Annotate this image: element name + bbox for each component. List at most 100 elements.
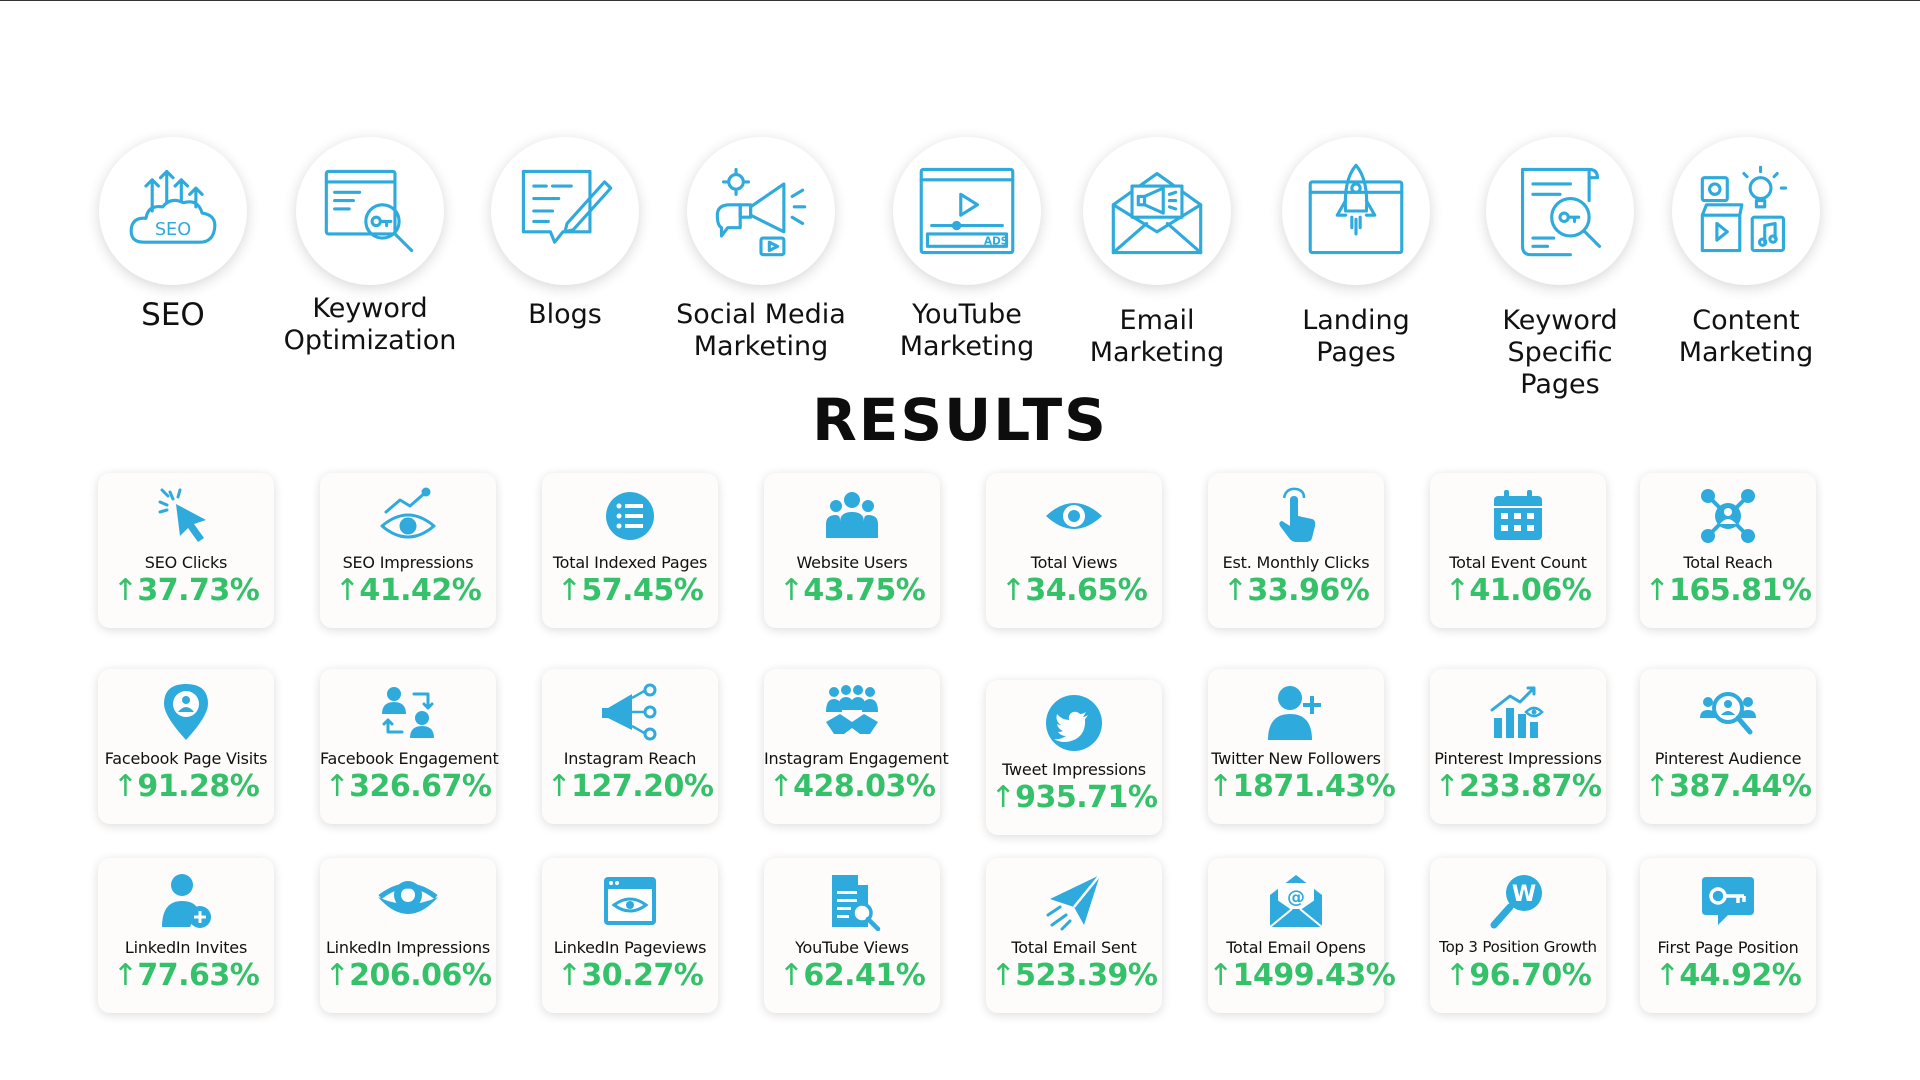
metric-value: ↑37.73% bbox=[112, 573, 260, 608]
service-keyword-specific-pages: Keyword Specific Pages bbox=[1450, 137, 1670, 401]
up-arrow-icon: ↑ bbox=[1208, 769, 1233, 804]
key-chat-icon bbox=[1702, 877, 1754, 925]
metric-label: YouTube Views bbox=[795, 938, 909, 957]
metric-label: Total Indexed Pages bbox=[552, 553, 708, 572]
metric-card-total-views: Total Views ↑34.65% bbox=[986, 473, 1162, 628]
metric-card-linkedin-impressions: LinkedIn Impressions ↑206.06% bbox=[320, 858, 496, 1013]
seo-cloud-icon: SEO bbox=[129, 169, 217, 244]
metric-value: ↑206.06% bbox=[324, 958, 492, 993]
metric-card-twitter-new-followers: Twitter New Followers ↑1871.43% bbox=[1208, 669, 1396, 824]
metric-label: Website Users bbox=[796, 553, 908, 572]
up-arrow-icon: ↑ bbox=[324, 769, 350, 804]
metric-label: Total Email Sent bbox=[1011, 938, 1137, 957]
service-label: Social Media Marketing bbox=[676, 299, 846, 362]
metric-label: SEO Impressions bbox=[342, 553, 474, 572]
email-megaphone-icon bbox=[1111, 172, 1203, 255]
user-add-icon bbox=[162, 874, 211, 928]
metric-value: ↑1871.43% bbox=[1208, 769, 1396, 804]
metric-label: Total Views bbox=[1030, 553, 1118, 572]
svg-text:ADS: ADS bbox=[984, 235, 1008, 247]
cursor-click-icon bbox=[158, 488, 206, 542]
up-arrow-icon: ↑ bbox=[1434, 769, 1460, 804]
service-label: SEO bbox=[141, 297, 205, 333]
metric-card-website-users: Website Users ↑43.75% bbox=[764, 473, 940, 628]
metric-card-total-indexed-pages: Total Indexed Pages ↑57.45% bbox=[542, 473, 718, 628]
up-arrow-icon: ↑ bbox=[556, 958, 582, 993]
metric-label: Instagram Engagement bbox=[764, 749, 949, 768]
email-open-icon: @ bbox=[1269, 875, 1323, 928]
service-content-marketing: Content Marketing bbox=[1636, 137, 1856, 369]
metric-label: Pinterest Impressions bbox=[1434, 749, 1602, 768]
hand-tap-icon bbox=[1279, 487, 1316, 542]
rocket-browser-icon bbox=[1308, 163, 1404, 255]
metric-card-linkedin-pageviews: LinkedIn Pageviews ↑30.27% bbox=[542, 858, 718, 1013]
service-label: Keyword Specific Pages bbox=[1502, 305, 1618, 400]
metric-label: Total Reach bbox=[1683, 553, 1773, 572]
paper-plane-icon bbox=[1046, 874, 1101, 931]
up-arrow-icon: ↑ bbox=[1000, 573, 1026, 608]
keyword-search-icon bbox=[324, 169, 414, 253]
metric-value: ↑935.71% bbox=[990, 780, 1158, 815]
metric-card-linkedin-invites: LinkedIn Invites ↑77.63% bbox=[98, 858, 274, 1013]
metric-label: First Page Position bbox=[1657, 938, 1799, 957]
eye-chart-icon bbox=[380, 487, 436, 539]
metric-value: ↑44.92% bbox=[1654, 958, 1802, 993]
people-exchange-icon bbox=[382, 687, 434, 738]
up-arrow-icon: ↑ bbox=[990, 780, 1016, 815]
service-seo: SEO SEO bbox=[63, 137, 283, 331]
metric-label: Instagram Reach bbox=[563, 749, 697, 768]
service-blogs: Blogs bbox=[455, 137, 675, 331]
metric-label: Total Event Count bbox=[1449, 553, 1587, 572]
metric-label: Top 3 Position Growth bbox=[1439, 938, 1597, 956]
up-arrow-icon: ↑ bbox=[1208, 958, 1233, 993]
up-arrow-icon: ↑ bbox=[1444, 573, 1470, 608]
metric-label: SEO Clicks bbox=[144, 553, 228, 572]
metric-card-seo-impressions: SEO Impressions ↑41.42% bbox=[320, 473, 496, 628]
service-label: Keyword Optimization bbox=[283, 293, 457, 356]
bar-chart-growth-icon bbox=[1490, 686, 1544, 738]
metric-card-total-email-opens: @ Total Email Opens ↑1499.43% bbox=[1208, 858, 1396, 1013]
add-user-icon bbox=[1268, 686, 1321, 740]
metric-card-total-reach: Total Reach ↑165.81% bbox=[1640, 473, 1816, 628]
metric-value: ↑233.87% bbox=[1434, 769, 1602, 804]
metric-value: ↑165.81% bbox=[1644, 573, 1812, 608]
up-arrow-icon: ↑ bbox=[1644, 573, 1670, 608]
up-arrow-icon: ↑ bbox=[768, 769, 794, 804]
svg-text:SEO: SEO bbox=[155, 220, 191, 240]
metric-card-first-page-position: First Page Position ↑44.92% bbox=[1640, 858, 1816, 1013]
up-arrow-icon: ↑ bbox=[1644, 769, 1670, 804]
results-title: RESULTS bbox=[812, 386, 1108, 454]
metric-card-facebook-engagement: Facebook Engagement ↑326.67% bbox=[320, 669, 499, 824]
metric-value: ↑62.41% bbox=[778, 958, 926, 993]
metric-value: ↑41.42% bbox=[334, 573, 482, 608]
service-social-media-marketing: Social Media Marketing bbox=[651, 137, 871, 363]
eye-large-icon bbox=[378, 881, 438, 914]
metric-label: LinkedIn Impressions bbox=[325, 938, 491, 957]
content-media-icon bbox=[1700, 165, 1788, 253]
svg-text:@: @ bbox=[1287, 887, 1305, 908]
metric-value: ↑387.44% bbox=[1644, 769, 1812, 804]
metric-card-tweet-impressions: Tweet Impressions ↑935.71% bbox=[986, 680, 1162, 835]
metric-value: ↑428.03% bbox=[768, 769, 936, 804]
up-arrow-icon: ↑ bbox=[778, 958, 804, 993]
megaphone-icon bbox=[715, 167, 807, 257]
up-arrow-icon: ↑ bbox=[990, 958, 1016, 993]
up-arrow-icon: ↑ bbox=[1222, 573, 1248, 608]
metric-value: ↑326.67% bbox=[324, 769, 492, 804]
metric-card-top-3-position-growth: W Top 3 Position Growth ↑96.70% bbox=[1430, 858, 1606, 1013]
metric-label: Twitter New Followers bbox=[1211, 749, 1381, 768]
metric-card-total-email-sent: Total Email Sent ↑523.39% bbox=[986, 858, 1162, 1013]
metric-value: ↑57.45% bbox=[556, 573, 704, 608]
metric-label: Tweet Impressions bbox=[1002, 760, 1146, 779]
metric-card-instagram-reach: Instagram Reach ↑127.20% bbox=[542, 669, 718, 824]
up-arrow-icon: ↑ bbox=[112, 958, 138, 993]
metric-value: ↑91.28% bbox=[112, 769, 260, 804]
metric-label: LinkedIn Invites bbox=[124, 938, 248, 957]
metric-label: Pinterest Audience bbox=[1654, 749, 1802, 768]
metric-value: ↑30.27% bbox=[556, 958, 704, 993]
browser-eye-icon bbox=[604, 877, 656, 925]
service-landing-pages: Landing Pages bbox=[1246, 137, 1466, 369]
calendar-icon bbox=[1494, 490, 1542, 540]
metric-card-instagram-engagement: Instagram Engagement ↑428.03% bbox=[764, 669, 949, 824]
document-key-icon bbox=[1521, 167, 1602, 257]
